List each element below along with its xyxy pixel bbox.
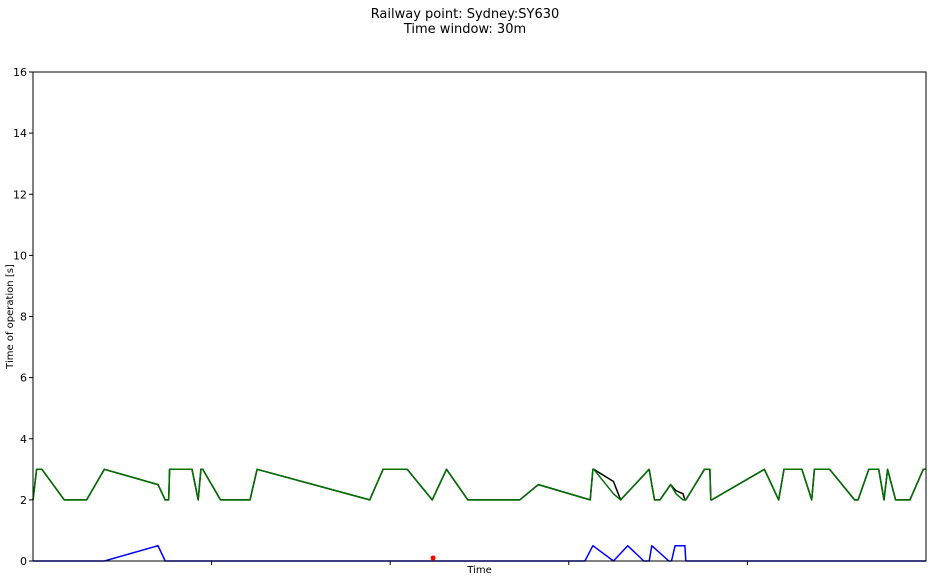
y-tick-label: 2 (20, 494, 27, 507)
y-tick-label: 10 (13, 249, 27, 262)
data-point-marker (430, 555, 436, 561)
plot-area (32, 71, 927, 562)
y-axis-label: Time of operation [s] (5, 264, 16, 370)
y-tick-label: 14 (13, 127, 27, 140)
x-axis (211, 561, 748, 565)
marker-group (430, 555, 436, 561)
y-tick-label: 12 (13, 188, 27, 201)
y-tick-label: 16 (13, 66, 27, 79)
chart-title-line: Railway point: Sydney:SY630 (371, 7, 560, 22)
series-line-mean (32, 468, 926, 501)
series-line-max (32, 468, 926, 501)
y-tick-label: 8 (20, 311, 27, 324)
y-tick-label: 4 (20, 433, 27, 446)
chart-title-line: Time window: 30m (403, 22, 526, 37)
y-axis: 0 2 4 6 8 10 12 14 16 (13, 66, 33, 568)
series-line-min (33, 544, 926, 562)
series-group (32, 468, 926, 562)
y-tick-label: 0 (20, 555, 27, 568)
y-tick-label: 6 (20, 372, 27, 385)
x-axis-label: Time (466, 565, 491, 576)
